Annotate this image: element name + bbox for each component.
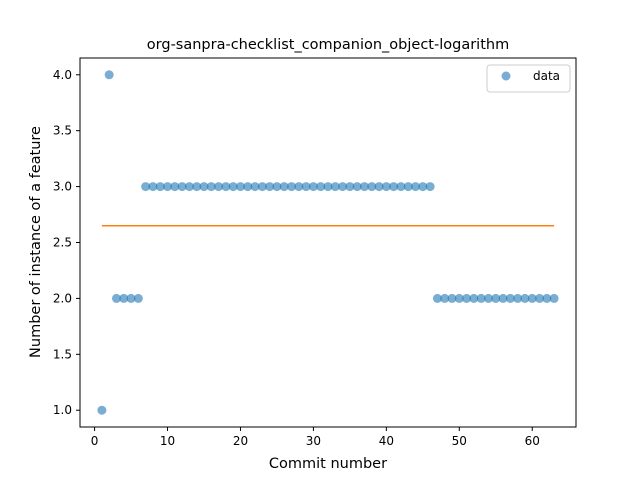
data-point bbox=[469, 293, 479, 303]
data-point bbox=[447, 293, 457, 303]
data-point bbox=[425, 182, 435, 192]
data-point bbox=[527, 293, 537, 303]
x-axis-label: Commit number bbox=[269, 456, 387, 472]
data-point bbox=[491, 293, 501, 303]
data-point bbox=[184, 182, 194, 192]
data-point bbox=[177, 182, 187, 192]
data-point bbox=[396, 182, 406, 192]
y-tick-label: 1.0 bbox=[53, 403, 72, 417]
data-point bbox=[359, 182, 369, 192]
data-point bbox=[403, 182, 413, 192]
x-tick-label: 0 bbox=[91, 434, 99, 448]
data-point bbox=[498, 293, 508, 303]
legend-marker bbox=[501, 71, 511, 81]
data-point bbox=[520, 293, 530, 303]
data-point bbox=[287, 182, 297, 192]
data-point bbox=[97, 405, 107, 415]
y-tick-label: 2.5 bbox=[53, 236, 72, 250]
data-point bbox=[228, 182, 238, 192]
data-point bbox=[279, 182, 289, 192]
data-point bbox=[374, 182, 384, 192]
x-tick-label: 10 bbox=[160, 434, 175, 448]
data-point bbox=[411, 182, 421, 192]
data-point bbox=[330, 182, 340, 192]
data-point bbox=[454, 293, 464, 303]
legend-box bbox=[486, 64, 571, 93]
data-point bbox=[294, 182, 304, 192]
y-tick-label: 3.0 bbox=[53, 180, 72, 194]
data-point bbox=[513, 293, 523, 303]
data-point bbox=[476, 293, 486, 303]
data-point bbox=[148, 182, 158, 192]
data-point bbox=[535, 293, 545, 303]
data-point bbox=[418, 182, 428, 192]
legend: data bbox=[486, 64, 571, 93]
y-tick-label: 2.0 bbox=[53, 291, 72, 305]
plot-area bbox=[97, 70, 559, 415]
y-axis-label: Number of instance of a feature bbox=[28, 126, 44, 358]
data-point bbox=[206, 182, 216, 192]
data-point bbox=[323, 182, 333, 192]
x-tick-label: 20 bbox=[233, 434, 248, 448]
data-point bbox=[119, 293, 129, 303]
data-point bbox=[192, 182, 202, 192]
data-point bbox=[462, 293, 472, 303]
data-point bbox=[316, 182, 326, 192]
data-point bbox=[235, 182, 245, 192]
legend-label-data: data bbox=[533, 69, 560, 83]
data-point bbox=[133, 293, 143, 303]
data-point bbox=[352, 182, 362, 192]
data-point bbox=[250, 182, 260, 192]
data-point bbox=[199, 182, 209, 192]
axis-ticks: 0 10 20 30 40 50 60 1.0 1.5 2.0 2.5 3.0 3.5 4.0 bbox=[53, 68, 540, 448]
data-point bbox=[163, 182, 173, 192]
data-point bbox=[141, 182, 151, 192]
y-tick-label: 4.0 bbox=[53, 68, 72, 82]
data-point bbox=[542, 293, 552, 303]
data-point bbox=[111, 293, 121, 303]
data-point bbox=[549, 293, 559, 303]
data-point bbox=[308, 182, 318, 192]
data-point bbox=[221, 182, 231, 192]
data-point bbox=[214, 182, 224, 192]
data-point bbox=[440, 293, 450, 303]
data-point bbox=[126, 293, 136, 303]
data-point bbox=[243, 182, 253, 192]
data-point bbox=[301, 182, 311, 192]
x-tick-label: 30 bbox=[306, 434, 321, 448]
x-tick-label: 60 bbox=[525, 434, 540, 448]
data-point bbox=[381, 182, 391, 192]
y-tick-label: 3.5 bbox=[53, 124, 72, 138]
data-point bbox=[170, 182, 180, 192]
x-tick-label: 50 bbox=[452, 434, 467, 448]
data-point bbox=[257, 182, 267, 192]
data-point bbox=[367, 182, 377, 192]
data-point bbox=[338, 182, 348, 192]
data-point bbox=[432, 293, 442, 303]
data-point bbox=[265, 182, 275, 192]
data-point bbox=[389, 182, 399, 192]
data-point bbox=[155, 182, 165, 192]
data-point bbox=[483, 293, 493, 303]
chart-title: org-sanpra-checklist_companion_object-lo… bbox=[147, 37, 509, 53]
x-tick-label: 40 bbox=[379, 434, 394, 448]
y-tick-label: 1.5 bbox=[53, 347, 72, 361]
data-point bbox=[345, 182, 355, 192]
data-point bbox=[272, 182, 282, 192]
data-point bbox=[104, 70, 114, 80]
data-point bbox=[505, 293, 515, 303]
